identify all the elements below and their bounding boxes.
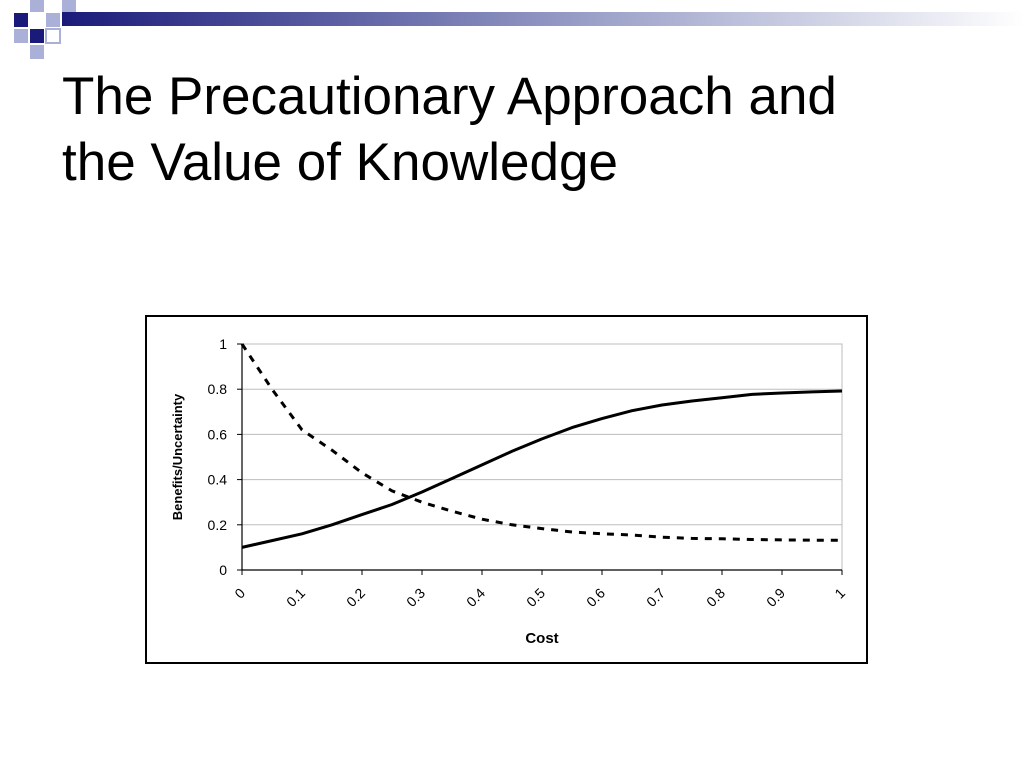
x-axis-label: Cost: [525, 630, 558, 647]
x-tick-label: 0.4: [463, 585, 488, 610]
x-tick-label: 0.2: [343, 585, 368, 610]
x-tick-label: 0.8: [703, 585, 728, 610]
deco-square: [14, 29, 28, 43]
y-tick-label: 0.6: [208, 426, 228, 442]
y-tick-label: 0: [219, 562, 227, 578]
deco-square: [62, 0, 76, 12]
deco-square: [46, 13, 60, 27]
x-tick-label: 0: [231, 585, 248, 602]
series-layer: [240, 343, 843, 549]
title-line-2: the Value of Knowledge: [62, 133, 618, 192]
x-tick-label: 0.5: [523, 585, 548, 610]
axis-layer: 0 0.2 0.4 0.6 0.8 1 0 0.1 0.2 0.3 0.4 0.5 0.6 0.7 0.8 0…: [208, 336, 849, 610]
y-tick-label: 1: [219, 336, 227, 352]
grid-layer: [241, 343, 843, 571]
slide-title: The Precautionary Approach and the Value…: [62, 64, 962, 196]
series-line-solid: [241, 389, 843, 549]
deco-square: [14, 13, 28, 27]
deco-square: [45, 28, 61, 44]
deco-square: [30, 29, 44, 43]
y-axis-label: Benefits/Uncertainty: [170, 393, 185, 520]
x-tick-label: 0.7: [643, 585, 668, 610]
title-line-1: The Precautionary Approach and: [62, 67, 837, 126]
slide-decoration: [14, 0, 1024, 59]
label-layer: Cost Benefits/Uncertainty: [170, 393, 559, 647]
deco-square: [30, 0, 44, 12]
deco-square: [30, 45, 44, 59]
plot-area: [241, 343, 843, 571]
x-tick-label: 0.6: [583, 585, 608, 610]
y-tick-label: 0.4: [208, 472, 228, 488]
y-tick-label: 0.8: [208, 381, 228, 397]
x-tick-label: 1: [831, 585, 848, 602]
line-chart: 0 0.2 0.4 0.6 0.8 1 0 0.1 0.2 0.3 0.4 0.5 0.6 0.7 0.8 0…: [170, 336, 849, 647]
series-line-dashed: [240, 343, 842, 542]
header-bar: [62, 12, 1024, 26]
x-tick-label: 0.9: [763, 585, 788, 610]
chart-frame: 0 0.2 0.4 0.6 0.8 1 0 0.1 0.2 0.3 0.4 0.5 0.6 0.7 0.8 0…: [145, 315, 868, 664]
y-tick-label: 0.2: [208, 517, 228, 533]
x-tick-label: 0.1: [283, 585, 308, 610]
x-tick-label: 0.3: [403, 585, 428, 610]
